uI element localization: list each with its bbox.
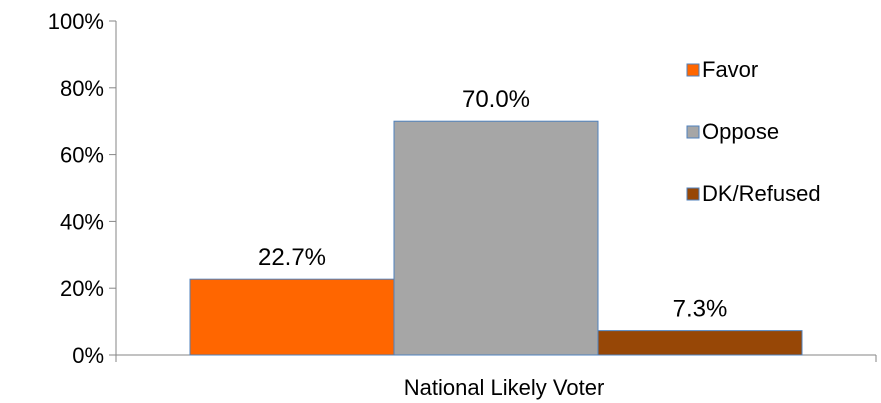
bar-favor	[189, 278, 395, 356]
x-category-label: National Likely Voter	[404, 375, 605, 400]
legend-swatch	[686, 125, 700, 139]
legend-label: Favor	[702, 57, 758, 82]
data-label: 70.0%	[462, 86, 530, 113]
bars	[189, 120, 803, 356]
y-tick-label: 80%	[60, 76, 104, 101]
y-axis: 0% 20% 40% 60% 80% 100%	[48, 9, 117, 368]
y-tick-label: 100%	[48, 9, 104, 34]
x-axis: National Likely Voter	[115, 354, 877, 400]
data-label: 22.7%	[258, 244, 326, 271]
y-tick-label: 20%	[60, 276, 104, 301]
y-tick-label: 0%	[72, 343, 104, 368]
y-tick-label: 40%	[60, 209, 104, 234]
data-label: 7.3%	[673, 296, 728, 323]
bar-oppose	[393, 120, 599, 356]
legend-label: DK/Refused	[702, 181, 821, 206]
y-tick-label: 60%	[60, 143, 104, 168]
legend-swatch	[686, 63, 700, 77]
legend: Favor Oppose DK/Refused	[686, 57, 821, 206]
bar-dk-refused	[597, 330, 803, 356]
data-labels: 22.7% 70.0% 7.3%	[258, 86, 727, 322]
legend-swatch	[686, 187, 700, 201]
legend-label: Oppose	[702, 119, 779, 144]
